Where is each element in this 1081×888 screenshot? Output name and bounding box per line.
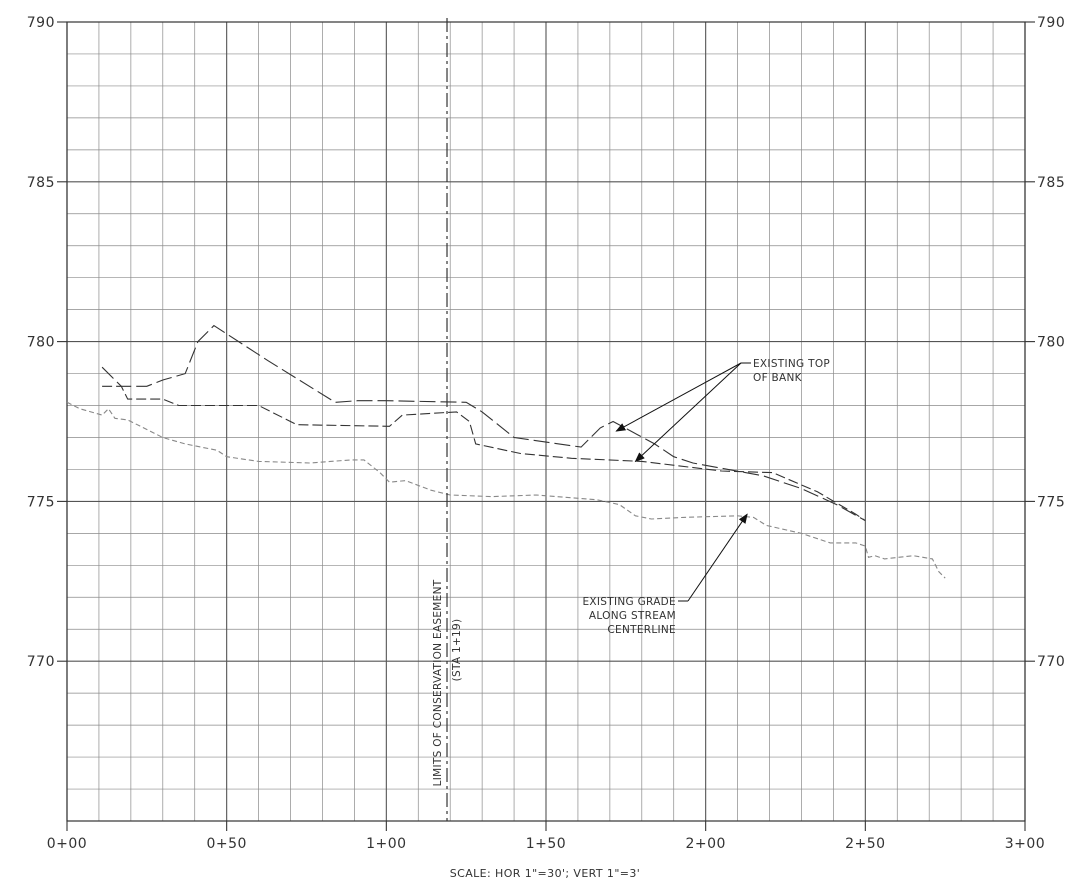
x-tick-label: 2+50 (845, 836, 885, 852)
y-tick-label: 790 (27, 15, 55, 31)
callout-text-line: EXISTING GRADE (582, 596, 676, 608)
x-tick-label: 1+50 (526, 836, 566, 852)
x-tick-label: 0+50 (206, 836, 246, 852)
callout-top-of-bank: EXISTING TOP OF BANK (615, 358, 830, 463)
callout-text-line: CENTERLINE (607, 624, 676, 636)
major-grid (66, 21, 1026, 822)
y-tick-label: 770 (27, 654, 55, 670)
scale-note: SCALE: HOR 1"=30'; VERT 1"=3' (450, 867, 640, 880)
callout-arrow (634, 362, 742, 463)
x-tick-label: 2+00 (685, 836, 725, 852)
y-tick-label-right: 780 (1037, 335, 1065, 351)
x-tick-label: 3+00 (1005, 836, 1045, 852)
easement-label: LIMITS OF CONSERVATION EASEMENT (432, 579, 444, 786)
y-tick-label-right: 785 (1037, 175, 1065, 191)
y-tick-label: 775 (27, 494, 55, 510)
tick-labels: 0+00 0+50 1+00 1+50 2+00 2+50 3+00 770 770 775 775… (27, 15, 1065, 852)
profile-line-3 (66, 401, 946, 579)
easement-station-label: (STA 1+19) (451, 619, 463, 682)
series-layer (66, 324, 946, 579)
callout-text-line: EXISTING TOP (753, 358, 830, 370)
profile-line-1 (101, 324, 866, 522)
callout-arrow (687, 513, 748, 602)
y-tick-label-right: 775 (1037, 494, 1065, 510)
callout-existing-grade: EXISTING GRADE ALONG STREAM CENTERLINE (582, 513, 748, 636)
y-tick-label: 780 (27, 335, 55, 351)
x-tick-label: 1+00 (366, 836, 406, 852)
y-tick-label-right: 770 (1037, 654, 1065, 670)
callout-text-line: OF BANK (753, 372, 803, 384)
profile-line-2 (102, 385, 866, 522)
callout-text-line: ALONG STREAM (589, 610, 676, 622)
y-tick-label-right: 790 (1037, 15, 1065, 31)
callout-arrow (615, 362, 742, 432)
x-tick-label: 0+00 (47, 836, 87, 852)
y-tick-label: 785 (27, 175, 55, 191)
